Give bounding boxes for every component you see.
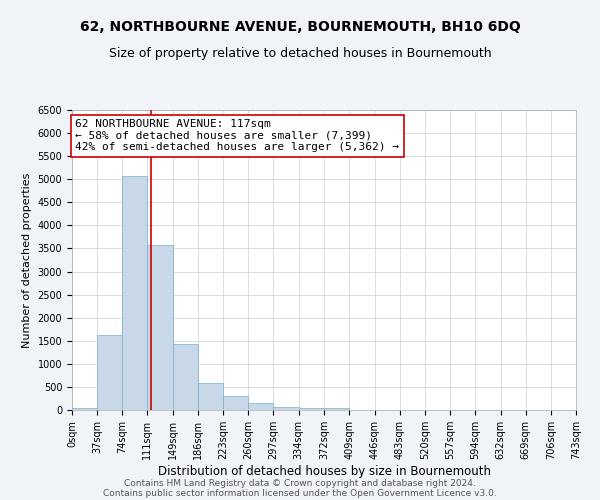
Text: 62, NORTHBOURNE AVENUE, BOURNEMOUTH, BH10 6DQ: 62, NORTHBOURNE AVENUE, BOURNEMOUTH, BH1…: [80, 20, 520, 34]
Bar: [72, 408, 97, 410]
Bar: [274, 406, 299, 410]
Y-axis label: Number of detached properties: Number of detached properties: [22, 172, 32, 348]
Text: 62 NORTHBOURNE AVENUE: 117sqm
← 58% of detached houses are smaller (7,399)
42% o: 62 NORTHBOURNE AVENUE: 117sqm ← 58% of d…: [76, 119, 400, 152]
Text: Size of property relative to detached houses in Bournemouth: Size of property relative to detached ho…: [109, 48, 491, 60]
Text: Contains HM Land Registry data © Crown copyright and database right 2024.: Contains HM Land Registry data © Crown c…: [124, 478, 476, 488]
Bar: [299, 408, 325, 410]
Bar: [173, 344, 198, 410]
X-axis label: Distribution of detached houses by size in Bournemouth: Distribution of detached houses by size …: [157, 465, 491, 478]
Bar: [122, 176, 147, 410]
Text: Contains public sector information licensed under the Open Government Licence v3: Contains public sector information licen…: [103, 488, 497, 498]
Bar: [248, 403, 274, 410]
Bar: [198, 383, 223, 410]
Bar: [97, 335, 122, 410]
Bar: [325, 408, 349, 410]
Bar: [147, 245, 173, 410]
Bar: [223, 396, 248, 410]
